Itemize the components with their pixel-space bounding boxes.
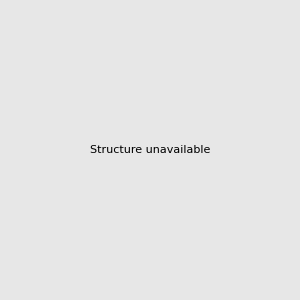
Text: Structure unavailable: Structure unavailable	[90, 145, 210, 155]
